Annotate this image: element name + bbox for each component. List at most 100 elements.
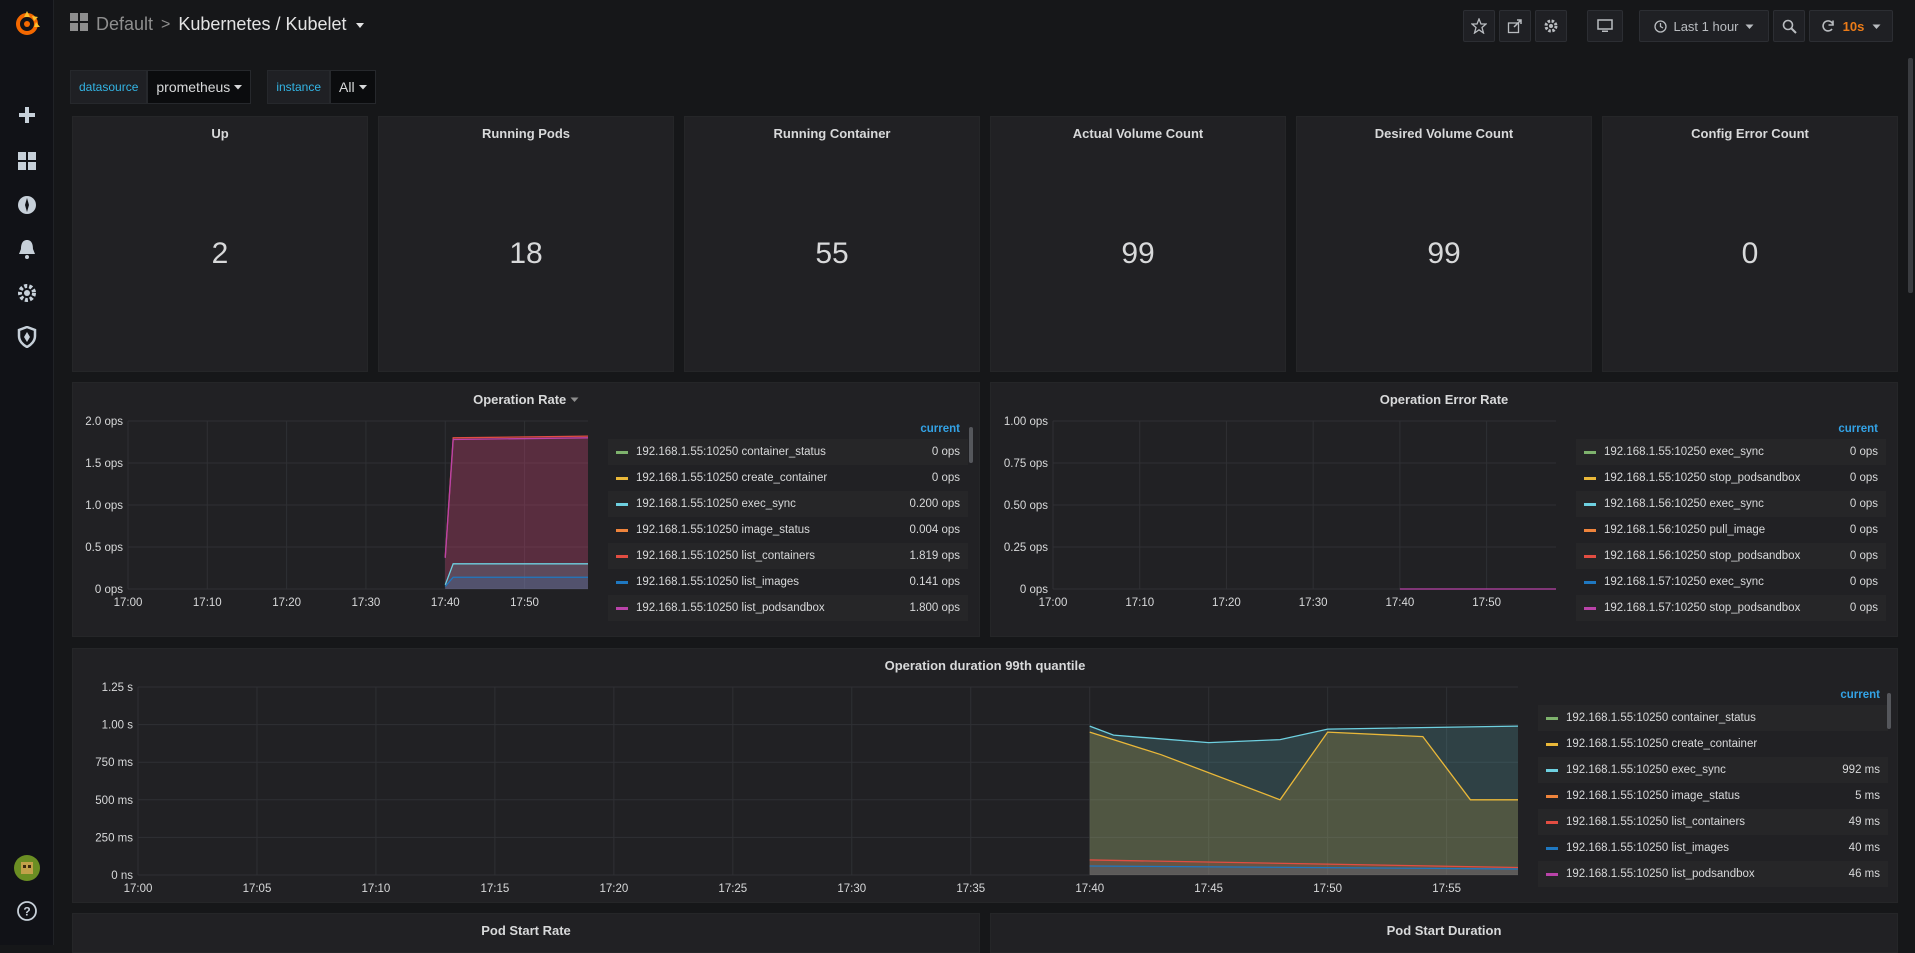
legend-scrollbar[interactable]	[1887, 693, 1891, 729]
legend-item[interactable]: 192.168.1.55:10250 create_container 0 ops	[608, 465, 968, 491]
graph-panel-operation-duration[interactable]: Operation duration 99th quantile 0 ns 250…	[72, 648, 1898, 903]
series-color-swatch[interactable]	[616, 528, 628, 532]
star-button[interactable]	[1463, 10, 1495, 42]
operation-duration-chart[interactable]: 0 ns 250 ms 500 ms 750 ms 1.00 s 1.25 s 17:00 1…	[73, 677, 1533, 897]
legend-series-name[interactable]: 192.168.1.56:10250 exec_sync	[1604, 498, 1764, 510]
series-color-swatch[interactable]	[1584, 606, 1596, 610]
legend-series-name[interactable]: 192.168.1.55:10250 container_status	[1566, 712, 1756, 724]
legend-item[interactable]: 192.168.1.55:10250 image_status 0.004 ops	[608, 517, 968, 543]
grafana-logo-icon[interactable]	[11, 8, 43, 40]
tv-mode-button[interactable]	[1587, 10, 1623, 42]
series-color-swatch[interactable]	[1546, 872, 1558, 876]
operation-rate-chart[interactable]: 0 ops 0.5 ops 1.0 ops 1.5 ops 2.0 ops 17:00 17…	[73, 411, 593, 631]
legend-series-name[interactable]: 192.168.1.55:10250 list_podsandbox	[1566, 868, 1755, 880]
series-color-swatch[interactable]	[1546, 716, 1558, 720]
panel-title[interactable]: Operation duration 99th quantile	[884, 658, 1086, 673]
refresh-picker[interactable]: 10s	[1809, 10, 1893, 42]
stat-panel-up[interactable]: Up 2	[72, 116, 368, 372]
zoom-out-button[interactable]	[1773, 10, 1805, 42]
legend-series-name[interactable]: 192.168.1.55:10250 create_container	[636, 472, 828, 484]
stat-panel-actual-volume-count[interactable]: Actual Volume Count 99	[990, 116, 1286, 372]
stat-panel-config-error-count[interactable]: Config Error Count 0	[1602, 116, 1898, 372]
series-color-swatch[interactable]	[616, 476, 628, 480]
panel-title[interactable]: Pod Start Duration	[1386, 923, 1502, 938]
series-color-swatch[interactable]	[1546, 794, 1558, 798]
legend-series-name[interactable]: 192.168.1.55:10250 list_images	[1566, 842, 1730, 854]
series-color-swatch[interactable]	[1584, 502, 1596, 506]
legend-item[interactable]: 192.168.1.56:10250 exec_sync 0 ops	[1576, 491, 1886, 517]
server-admin-shield-icon[interactable]	[11, 321, 43, 353]
series-color-swatch[interactable]	[1584, 580, 1596, 584]
dashboards-icon[interactable]	[11, 145, 43, 177]
folder-link[interactable]: Default	[96, 14, 154, 34]
stat-panel-running-pods[interactable]: Running Pods 18	[378, 116, 674, 372]
instance-select[interactable]: All	[330, 70, 376, 104]
operation-error-rate-chart[interactable]: 0 ops 0.25 ops 0.50 ops 0.75 ops 1.00 ops 17:…	[991, 411, 1571, 631]
series-color-swatch[interactable]	[616, 554, 628, 558]
legend-series-name[interactable]: 192.168.1.55:10250 list_containers	[636, 550, 816, 562]
legend-item[interactable]: 192.168.1.55:10250 list_images 40 ms	[1538, 835, 1888, 861]
legend-series-name[interactable]: 192.168.1.55:10250 exec_sync	[1566, 764, 1726, 776]
series-color-swatch[interactable]	[616, 606, 628, 610]
share-button[interactable]	[1499, 10, 1531, 42]
graph-panel-operation-rate[interactable]: Operation Rate 0 ops 0.5 ops 1.0 ops 1.5 op…	[72, 382, 980, 637]
legend-item[interactable]: 192.168.1.55:10250 list_containers 1.819 …	[608, 543, 968, 569]
legend-item[interactable]: 192.168.1.55:10250 create_container	[1538, 731, 1888, 757]
settings-button[interactable]	[1535, 10, 1567, 42]
series-color-swatch[interactable]	[616, 450, 628, 454]
dashboard-title[interactable]: Kubernetes / Kubelet	[178, 14, 347, 34]
explore-compass-icon[interactable]	[11, 189, 43, 221]
legend-item[interactable]: 192.168.1.55:10250 list_podsandbox 1.800 …	[608, 595, 968, 621]
stat-panel-desired-volume-count[interactable]: Desired Volume Count 99	[1296, 116, 1592, 372]
legend-series-name[interactable]: 192.168.1.55:10250 list_containers	[1566, 816, 1746, 828]
legend-item[interactable]: 192.168.1.55:10250 exec_sync 0.200 ops	[608, 491, 968, 517]
panel-title[interactable]: Pod Start Rate	[481, 923, 571, 938]
legend-item[interactable]: 192.168.1.55:10250 exec_sync 992 ms	[1538, 757, 1888, 783]
configuration-gear-icon[interactable]	[11, 277, 43, 309]
legend-series-name[interactable]: 192.168.1.55:10250 exec_sync	[636, 498, 796, 510]
series-color-swatch[interactable]	[1546, 768, 1558, 772]
panel-title[interactable]: Operation Error Rate	[1379, 392, 1509, 407]
legend-item[interactable]: 192.168.1.57:10250 stop_podsandbox 0 ops	[1576, 595, 1886, 621]
legend-series-name[interactable]: 192.168.1.55:10250 container_status	[636, 446, 826, 458]
legend-item[interactable]: 192.168.1.55:10250 container_status 0 ops	[608, 439, 968, 465]
series-color-swatch[interactable]	[1546, 742, 1558, 746]
stat-panel-running-container[interactable]: Running Container 55	[684, 116, 980, 372]
legend-series-name[interactable]: 192.168.1.55:10250 image_status	[636, 524, 810, 536]
legend-scrollbar[interactable]	[969, 427, 973, 463]
help-icon[interactable]: ?	[11, 895, 43, 927]
caret-down-icon[interactable]	[355, 14, 365, 35]
graph-panel-operation-error-rate[interactable]: Operation Error Rate 0 ops 0.25 ops 0.50 o…	[990, 382, 1898, 637]
legend-item[interactable]: 192.168.1.57:10250 exec_sync 0 ops	[1576, 569, 1886, 595]
alerting-bell-icon[interactable]	[11, 233, 43, 265]
series-color-swatch[interactable]	[1584, 528, 1596, 532]
legend-item[interactable]: 192.168.1.55:10250 list_images 0.141 ops	[608, 569, 968, 595]
legend-item[interactable]: 192.168.1.55:10250 exec_sync 0 ops	[1576, 439, 1886, 465]
user-avatar[interactable]	[11, 852, 43, 884]
legend-series-name[interactable]: 192.168.1.55:10250 list_podsandbox	[636, 602, 825, 614]
series-color-swatch[interactable]	[1584, 450, 1596, 454]
legend-series-name[interactable]: 192.168.1.55:10250 exec_sync	[1604, 446, 1764, 458]
legend-series-name[interactable]: 192.168.1.56:10250 stop_podsandbox	[1604, 550, 1801, 562]
series-color-swatch[interactable]	[1584, 554, 1596, 558]
series-color-swatch[interactable]	[1546, 846, 1558, 850]
legend-item[interactable]: 192.168.1.56:10250 pull_image 0 ops	[1576, 517, 1886, 543]
legend-series-name[interactable]: 192.168.1.55:10250 image_status	[1566, 790, 1740, 802]
graph-panel-pod-start-duration[interactable]: Pod Start Duration	[990, 913, 1898, 953]
series-color-swatch[interactable]	[1546, 820, 1558, 824]
legend-header-current[interactable]: current	[1838, 423, 1878, 435]
legend-header-current[interactable]: current	[1840, 689, 1880, 701]
graph-panel-pod-start-rate[interactable]: Pod Start Rate	[72, 913, 980, 953]
legend-series-name[interactable]: 192.168.1.57:10250 exec_sync	[1604, 576, 1764, 588]
legend-series-name[interactable]: 192.168.1.55:10250 create_container	[1566, 738, 1758, 750]
legend-series-name[interactable]: 192.168.1.55:10250 list_images	[636, 576, 800, 588]
legend-series-name[interactable]: 192.168.1.56:10250 pull_image	[1604, 524, 1766, 536]
legend-series-name[interactable]: 192.168.1.57:10250 stop_podsandbox	[1604, 602, 1801, 614]
series-color-swatch[interactable]	[616, 580, 628, 584]
time-range-picker[interactable]: Last 1 hour	[1639, 10, 1769, 42]
panel-title[interactable]: Operation Rate	[473, 392, 567, 407]
legend-header-current[interactable]: current	[920, 423, 960, 435]
datasource-select[interactable]: prometheus	[147, 70, 252, 104]
legend-item[interactable]: 192.168.1.55:10250 image_status 5 ms	[1538, 783, 1888, 809]
legend-item[interactable]: 192.168.1.55:10250 list_podsandbox 46 ms	[1538, 861, 1888, 887]
